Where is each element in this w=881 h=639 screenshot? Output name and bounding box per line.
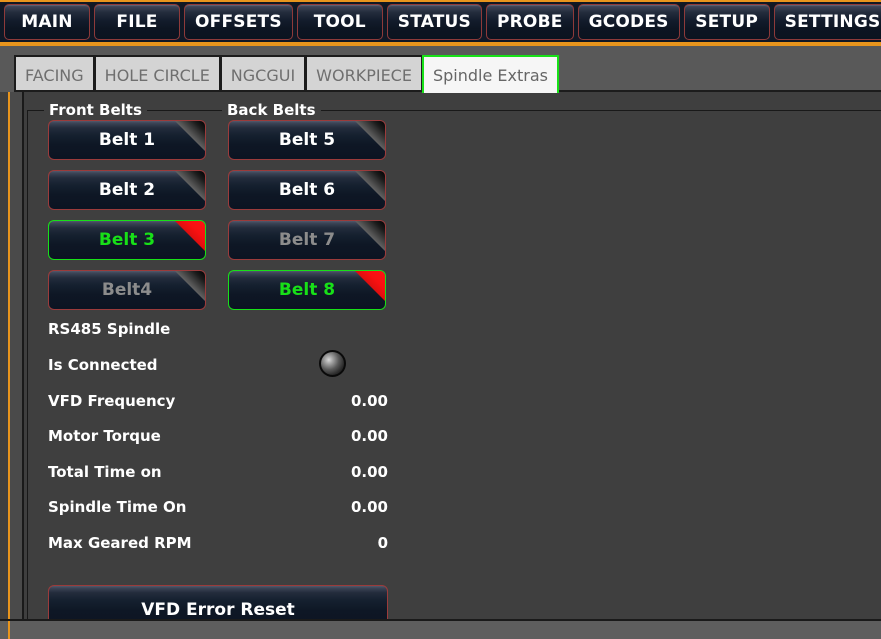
belt-button-belt5[interactable]: Belt 5 — [228, 120, 386, 160]
rs485-row-value: 0.00 — [350, 391, 388, 410]
rs485-section-title: RS485 Spindle — [48, 320, 171, 338]
belt-corner-fold-icon — [175, 171, 205, 201]
belt-corner-fold-icon — [175, 221, 205, 251]
tab-facing[interactable]: FACING — [14, 55, 95, 93]
belt-button-belt3[interactable]: Belt 3 — [48, 220, 206, 260]
belt-corner-fold-icon — [175, 271, 205, 301]
nav-button-tool[interactable]: TOOL — [296, 4, 383, 40]
belt-corner-fold-icon — [355, 171, 385, 201]
rs485-row: Max Geared RPM 0 — [48, 534, 388, 556]
belt-button-label: Belt4 — [101, 280, 153, 300]
belt-corner-fold-icon — [355, 271, 385, 301]
belt-corner-fold-icon — [355, 121, 385, 151]
rs485-row-value: 0.00 — [350, 427, 388, 445]
spindle-extras-panel: Front Belts Back Belts Belt 1 Belt 2 Belt … — [22, 92, 881, 635]
belt-button-belt2[interactable]: Belt 2 — [48, 170, 206, 210]
belt-button-belt1[interactable]: Belt 1 — [48, 120, 206, 160]
nav-button-offsets[interactable]: OFFSETS — [184, 4, 293, 40]
tab-strip: FACING HOLE CIRCLE NGCGUI WORKPIECE Spindle … — [14, 53, 559, 93]
status-bar — [0, 619, 881, 639]
left-accent-rail — [8, 92, 10, 639]
rs485-row-value: 0 — [377, 533, 388, 552]
belt-button-label: Belt 7 — [278, 230, 336, 250]
tab-ngcgui[interactable]: NGCGUI — [219, 55, 307, 93]
rs485-row-label: VFD Frequency — [48, 391, 176, 410]
nav-button-probe[interactable]: PROBE — [485, 4, 574, 40]
belt-button-belt8[interactable]: Belt 8 — [228, 270, 386, 310]
belt-button-label: Belt 5 — [278, 130, 336, 150]
front-belts-legend: Front Belts — [44, 101, 147, 119]
nav-button-setup[interactable]: SETUP — [683, 4, 770, 40]
back-belts-legend: Back Belts — [222, 101, 321, 119]
rs485-row-label: Total Time on — [48, 462, 162, 481]
rs485-row: Spindle Time On 0.00 — [48, 498, 388, 520]
belts-group-top-border — [27, 110, 881, 111]
left-rail-gutter — [10, 92, 22, 639]
rs485-row-label: Spindle Time On — [48, 498, 187, 516]
nav-button-main[interactable]: MAIN — [4, 4, 90, 40]
nav-button-file[interactable]: FILE — [94, 4, 180, 40]
nav-button-gcodes[interactable]: GCODES — [577, 4, 680, 40]
tab-workpiece[interactable]: WORKPIECE — [305, 55, 423, 93]
belt-button-belt4[interactable]: Belt4 — [48, 270, 206, 310]
tab-spindle-extras[interactable]: Spindle Extras — [421, 55, 559, 93]
belt-button-belt6[interactable]: Belt 6 — [228, 170, 386, 210]
rs485-row: Total Time on 0.00 — [48, 463, 388, 485]
rs485-row: Is Connected — [48, 350, 388, 378]
nav-button-status[interactable]: STATUS — [386, 4, 482, 40]
rs485-row-label: Is Connected — [48, 356, 158, 374]
main-navigation-bar: MAIN FILE OFFSETS TOOL STATUS PROBE GCODES SETU… — [0, 0, 881, 44]
belt-button-belt7[interactable]: Belt 7 — [228, 220, 386, 260]
rs485-row-value: 0.00 — [350, 498, 388, 516]
belt-button-label: Belt 6 — [278, 180, 336, 200]
nav-button-settings[interactable]: SETTINGS — [773, 4, 881, 40]
rs485-row-label: Motor Torque — [48, 427, 161, 445]
rs485-row: VFD Frequency 0.00 — [48, 392, 388, 414]
rs485-row-label: Max Geared RPM — [48, 533, 192, 552]
belt-corner-fold-icon — [355, 221, 385, 251]
belt-button-label: Belt 1 — [98, 130, 156, 150]
rs485-row-value: 0.00 — [350, 462, 388, 481]
tab-strip-container: FACING HOLE CIRCLE NGCGUI WORKPIECE Spindle … — [0, 44, 881, 93]
tab-hole-circle[interactable]: HOLE CIRCLE — [93, 55, 221, 93]
belts-group-left-border — [27, 110, 28, 619]
status-bar-accent-rail — [8, 621, 10, 639]
belt-button-label: Belt 2 — [98, 180, 156, 200]
rs485-row: Motor Torque 0.00 — [48, 427, 388, 449]
belt-button-label: Belt 3 — [98, 230, 156, 250]
belt-corner-fold-icon — [175, 121, 205, 151]
is-connected-led-indicator — [319, 350, 346, 377]
belt-button-label: Belt 8 — [278, 280, 336, 300]
